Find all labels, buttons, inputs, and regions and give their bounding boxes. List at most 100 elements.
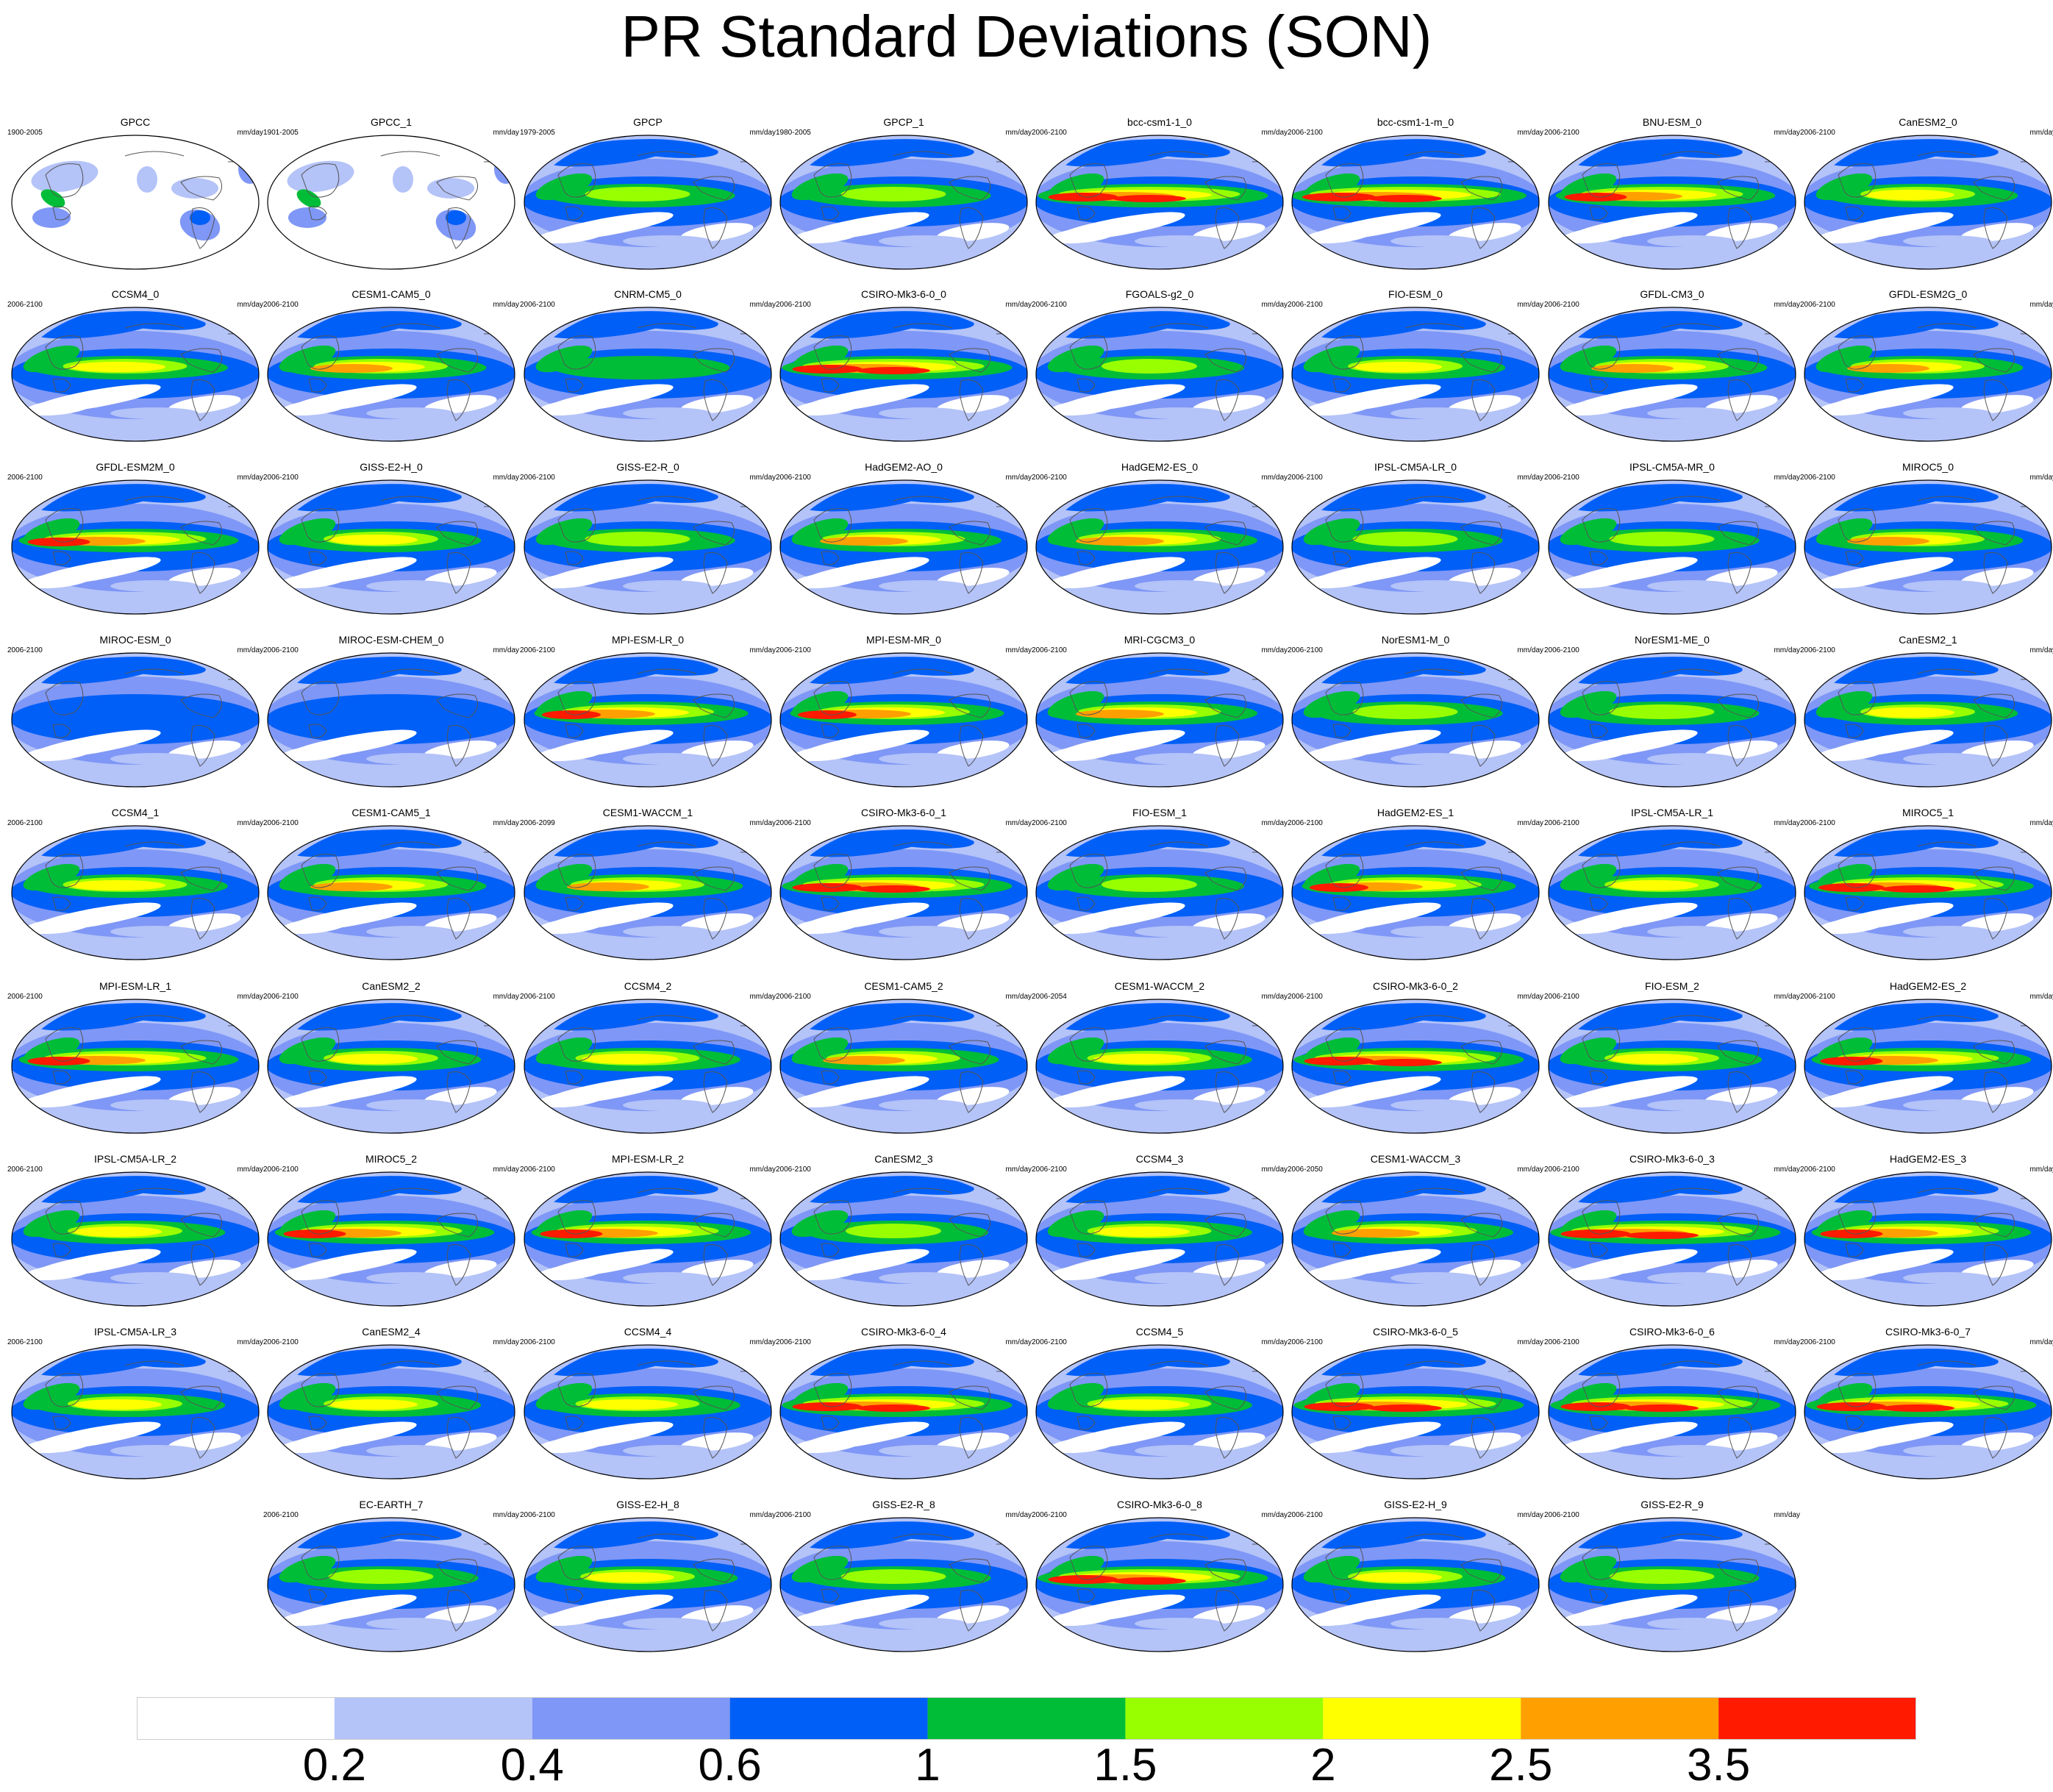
map-plot — [524, 825, 772, 960]
map-field — [12, 1172, 259, 1306]
map-plot — [779, 479, 1028, 615]
map-panel: GPCC_1 1901-2005 mm/day — [263, 116, 519, 274]
panel-period: 2006-2100 — [1032, 1165, 1067, 1174]
map-field — [524, 135, 771, 269]
panel-units: mm/day — [2029, 993, 2053, 1001]
panel-units: mm/day — [1005, 1165, 1032, 1174]
panel-title: CSIRO-Mk3-6-0_1 — [861, 807, 946, 818]
map-field — [524, 307, 771, 441]
panel-units: mm/day — [1005, 301, 1032, 309]
map-plot — [1035, 307, 1284, 442]
panel-period: 2006-2100 — [1288, 993, 1323, 1001]
map-plot — [11, 307, 260, 442]
panel-title: MIROC-ESM-CHEM_0 — [338, 634, 444, 646]
map-plot — [1035, 652, 1284, 788]
panel-period: 2006-2100 — [1032, 129, 1067, 137]
panel-period: 2006-2100 — [263, 1511, 299, 1519]
map-plot — [524, 999, 772, 1134]
panel-units: mm/day — [1517, 129, 1543, 137]
map-field — [780, 1345, 1027, 1479]
panel-title: CanESM2_3 — [874, 1153, 933, 1165]
panel-units: mm/day — [1261, 819, 1288, 827]
map-panel: CCSM4_5 2006-2100 mm/day — [1032, 1326, 1288, 1484]
map-plot — [267, 999, 515, 1134]
map-plot — [1035, 1517, 1284, 1652]
map-plot — [1548, 1171, 1796, 1307]
panel-units: mm/day — [237, 301, 263, 309]
map-panel: GFDL-CM3_0 2006-2100 mm/day — [1544, 288, 1800, 446]
panel-period: 2006-2100 — [520, 993, 555, 1001]
panel-units: mm/day — [493, 301, 519, 309]
panel-units: mm/day — [2029, 474, 2053, 482]
colorbar-swatch — [1125, 1697, 1324, 1740]
map-panel: CESM1-WACCM_1 2006-2099 mm/day — [520, 807, 776, 965]
map-field — [1804, 653, 2052, 787]
map-plot — [1548, 825, 1796, 960]
panel-units: mm/day — [749, 301, 776, 309]
panel-title: GISS-E2-R_9 — [1640, 1499, 1704, 1510]
map-field — [524, 1345, 771, 1479]
panel-period: 2006-2100 — [263, 993, 299, 1001]
map-plot — [267, 307, 515, 442]
panel-period: 1901-2005 — [263, 129, 299, 137]
panel-title: CanESM2_1 — [1899, 634, 1957, 646]
map-field — [1036, 480, 1283, 614]
panel-units: mm/day — [1005, 129, 1032, 137]
panel-units: mm/day — [749, 1511, 776, 1519]
panel-period: 2006-2100 — [1544, 129, 1579, 137]
panel-title: MPI-ESM-LR_2 — [611, 1153, 685, 1165]
panel-period: 2006-2100 — [1544, 1165, 1579, 1174]
map-panel: NorESM1-M_0 2006-2100 mm/day — [1288, 634, 1543, 792]
panel-units: mm/day — [2029, 819, 2053, 827]
map-panel: GPCC 1900-2005 mm/day — [7, 116, 263, 274]
panel-title: CESM1-CAM5_1 — [351, 807, 431, 818]
panel-units: mm/day — [1517, 1338, 1543, 1346]
panel-period: 2006-2100 — [7, 993, 43, 1001]
panel-title: MIROC5_2 — [365, 1153, 418, 1165]
panel-units: mm/day — [1261, 129, 1288, 137]
colorbar-tick-label: 1 — [915, 1740, 940, 1791]
map-plot — [267, 1171, 515, 1307]
map-panel: IPSL-CM5A-LR_2 2006-2100 mm/day — [7, 1153, 263, 1311]
panel-units: mm/day — [1517, 301, 1543, 309]
panel-title: CCSM4_5 — [1135, 1326, 1184, 1338]
map-panel: CCSM4_0 2006-2100 mm/day — [7, 288, 263, 446]
panel-period: 2006-2100 — [1288, 1338, 1323, 1346]
panel-title: GISS-E2-H_8 — [616, 1499, 679, 1510]
map-field — [780, 826, 1027, 960]
colorbar-tick-label: 0.6 — [698, 1740, 762, 1791]
map-panel: CanESM2_0 2006-2100 mm/day — [1800, 116, 2053, 274]
panel-units: mm/day — [1517, 1165, 1543, 1174]
map-plot — [1291, 999, 1540, 1134]
panel-units: mm/day — [2029, 646, 2053, 654]
panel-title: bcc-csm1-1_0 — [1127, 116, 1192, 128]
panel-period: 2006-2100 — [1288, 301, 1323, 309]
colorbar-tick-label: 0.4 — [500, 1740, 564, 1791]
panel-title: bcc-csm1-1-m_0 — [1377, 116, 1454, 128]
map-panel: MIROC5_1 2006-2100 mm/day — [1800, 807, 2053, 965]
colorbar-swatch — [1718, 1697, 1916, 1740]
panel-title: GPCP — [633, 116, 663, 128]
map-plot — [1291, 135, 1540, 270]
panel-title: CSIRO-Mk3-6-0_4 — [861, 1326, 946, 1338]
map-field — [268, 653, 515, 787]
map-field — [1036, 1518, 1283, 1652]
panel-period: 2006-2100 — [1288, 1511, 1323, 1519]
colorbar — [137, 1697, 1916, 1740]
map-plot — [11, 479, 260, 615]
panel-units: mm/day — [237, 646, 263, 654]
map-plot — [1804, 1171, 2052, 1307]
panel-title: IPSL-CM5A-LR_3 — [93, 1326, 177, 1338]
panel-period: 2006-2100 — [776, 646, 811, 654]
panel-title: CCSM4_1 — [111, 807, 160, 818]
map-plot — [11, 1344, 260, 1479]
map-field — [268, 999, 515, 1133]
map-panel: MIROC-ESM-CHEM_0 2006-2100 mm/day — [263, 634, 519, 792]
panel-period: 2006-2100 — [1800, 129, 1835, 137]
panel-units: mm/day — [1517, 993, 1543, 1001]
panel-title: CSIRO-Mk3-6-0_5 — [1373, 1326, 1458, 1338]
panel-units: mm/day — [237, 993, 263, 1001]
panel-units: mm/day — [1005, 993, 1032, 1001]
map-field — [268, 307, 515, 441]
map-plot — [1804, 479, 2052, 615]
